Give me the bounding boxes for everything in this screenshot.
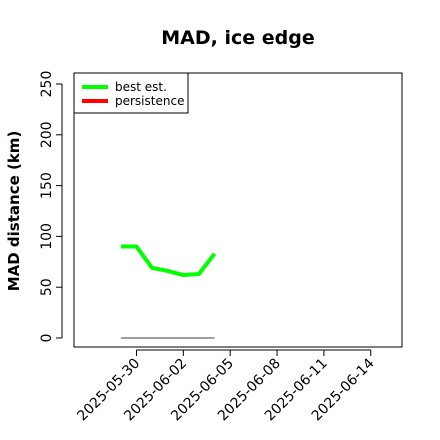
legend-box xyxy=(73,72,189,114)
x-axis: 2025-05-302025-06-022025-06-052025-06-08… xyxy=(74,349,378,424)
y-tick-label: 200 xyxy=(39,121,55,148)
chart-title: MAD, ice edge xyxy=(161,27,314,49)
legend: best est. persistence xyxy=(73,72,189,114)
legend-label-best-est: best est. xyxy=(115,80,167,94)
y-tick-label: 100 xyxy=(39,223,55,250)
y-tick-label: 250 xyxy=(39,71,55,98)
y-axis: 0 50 100 150 200 250 xyxy=(39,71,63,343)
series-layer xyxy=(120,244,217,278)
legend-label-persistence: persistence xyxy=(115,94,184,108)
series-line-best-est xyxy=(120,244,217,278)
y-tick-label: 150 xyxy=(39,172,55,199)
y-axis-label: MAD distance (km) xyxy=(5,131,23,292)
y-tick-label: 0 xyxy=(39,334,55,343)
y-tick-label: 50 xyxy=(39,278,55,296)
plot-frame xyxy=(73,72,403,348)
